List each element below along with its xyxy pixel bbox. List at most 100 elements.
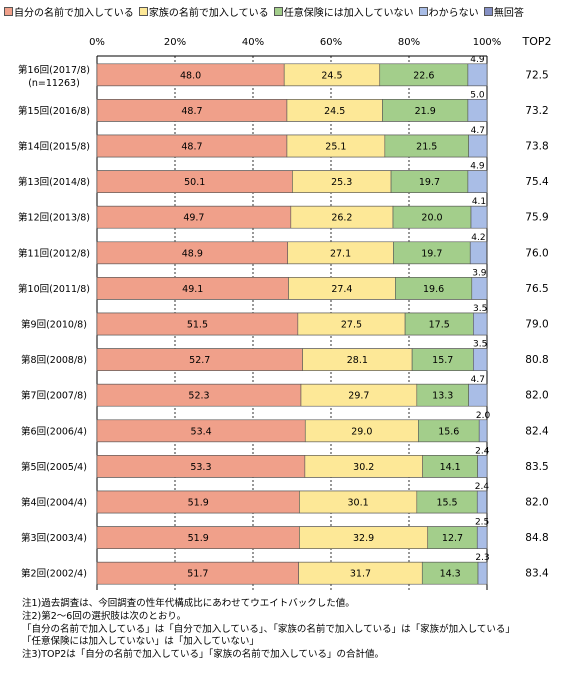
data-label: 15.6 bbox=[438, 426, 459, 437]
bar-segment bbox=[476, 490, 487, 514]
data-label-small: 2.4 bbox=[475, 446, 490, 456]
legend-swatch-family-name bbox=[138, 7, 148, 16]
x-tick-label: 20% bbox=[164, 37, 186, 48]
footnote: 注1)過去調査は、今回調査の性年代構成比にあわせてウエイトバックした値。 bbox=[22, 598, 355, 609]
data-label: 53.4 bbox=[191, 426, 212, 437]
category-label: 第12回(2013/8) bbox=[18, 212, 90, 224]
data-label: 25.1 bbox=[325, 142, 346, 153]
data-label: 22.6 bbox=[413, 70, 434, 81]
bar-segment bbox=[468, 134, 488, 158]
legend-swatch-no-answer bbox=[483, 7, 493, 16]
legend-item: 自分の名前で加入している bbox=[4, 6, 134, 22]
top2-value: 75.9 bbox=[525, 212, 548, 224]
data-label-small: 2.5 bbox=[475, 518, 489, 528]
data-label: 51.5 bbox=[187, 320, 208, 331]
bar-segment bbox=[476, 526, 488, 549]
data-label-small: 5.0 bbox=[470, 90, 485, 100]
category-sublabel: (n=11263) bbox=[28, 78, 80, 89]
bar-row: 第13回(2014/8) 50.1 25.3 19.7 4.9 75.4 bbox=[18, 162, 549, 193]
legend-label: 無回答 bbox=[493, 8, 524, 19]
x-tick-label: 0% bbox=[89, 37, 105, 48]
category-label: 第3回(2003/4) bbox=[21, 532, 87, 544]
bar-row: 第4回(2004/4) 51.9 30.1 15.5 2.4 82.0 bbox=[21, 482, 549, 514]
top2-value: 82.0 bbox=[525, 497, 548, 509]
bar-segment bbox=[467, 63, 488, 87]
category-label: 第7回(2007/8) bbox=[21, 390, 87, 402]
category-label: 第14回(2015/8) bbox=[18, 141, 90, 153]
data-label-small: 2.3 bbox=[475, 553, 489, 563]
data-label-small: 4.1 bbox=[472, 197, 486, 207]
data-label: 48.7 bbox=[181, 142, 202, 153]
category-label: 第10回(2011/8) bbox=[18, 283, 90, 295]
top2-value: 76.5 bbox=[525, 283, 548, 295]
top2-value: 82.0 bbox=[525, 390, 548, 402]
bar-segment bbox=[473, 348, 488, 371]
data-label-small: 3.5 bbox=[473, 304, 487, 314]
category-label: 第11回(2012/8) bbox=[18, 247, 90, 259]
data-label: 13.3 bbox=[432, 391, 453, 402]
bar-segment bbox=[467, 170, 488, 193]
x-tick-label: 60% bbox=[320, 37, 342, 48]
top2-value: 83.5 bbox=[525, 461, 548, 473]
data-label: 19.7 bbox=[419, 177, 440, 188]
data-label: 12.7 bbox=[442, 533, 463, 544]
bar-segment bbox=[470, 205, 488, 229]
data-label: 49.1 bbox=[182, 284, 203, 295]
data-label: 48.0 bbox=[180, 70, 201, 81]
top2-value: 79.0 bbox=[525, 319, 548, 331]
category-label: 第2回(2002/4) bbox=[21, 568, 87, 580]
data-label: 52.7 bbox=[189, 355, 210, 366]
legend-label: 任意保険には加入していない bbox=[283, 8, 414, 19]
top2-value: 73.8 bbox=[525, 141, 548, 153]
bar-row: 第16回(2017/8) (n=11263) 48.0 24.5 22.6 4.9 72.5 bbox=[18, 55, 549, 89]
data-label: 51.9 bbox=[188, 498, 209, 509]
data-label: 17.5 bbox=[429, 320, 450, 331]
bar-segment bbox=[477, 561, 488, 585]
bar-row: 第10回(2011/8) 49.1 27.4 19.6 3.9 76.5 bbox=[18, 268, 549, 300]
data-label: 27.4 bbox=[331, 284, 352, 295]
x-tick-label: 100% bbox=[473, 37, 502, 48]
bar-row: 第12回(2013/8) 49.7 26.2 20.0 4.1 75.9 bbox=[18, 197, 549, 229]
bar-segment bbox=[478, 419, 488, 443]
x-tick-labels: 0% 20% 40% 60% 80% 100% bbox=[89, 37, 501, 48]
legend-swatch-own-name bbox=[4, 7, 13, 16]
data-label-small: 4.7 bbox=[471, 126, 485, 136]
stacked-bar-chart: 0% 20% 40% 60% 80% 100% TOP2 第16回(2017/8) (n=1… bbox=[18, 35, 552, 590]
data-label: 25.3 bbox=[331, 177, 352, 188]
bar-segment bbox=[471, 277, 488, 300]
category-label: 第6回(2006/4) bbox=[21, 425, 87, 437]
bar-row: 第15回(2016/8) 48.7 24.5 21.9 5.0 73.2 bbox=[18, 90, 549, 122]
data-label: 51.7 bbox=[187, 569, 208, 580]
data-label: 48.7 bbox=[181, 106, 202, 117]
data-label: 53.3 bbox=[190, 462, 211, 473]
legend-swatch-unknown bbox=[418, 7, 428, 16]
legend-label: 家族の名前で加入している bbox=[148, 8, 269, 19]
data-label-small: 2.0 bbox=[476, 411, 491, 421]
legend-item: 家族の名前で加入している bbox=[138, 6, 269, 22]
top2-value: 75.4 bbox=[525, 176, 549, 188]
bar-row: 第5回(2005/4) 53.3 30.2 14.1 2.4 83.5 bbox=[21, 446, 549, 478]
data-label: 31.7 bbox=[350, 569, 371, 580]
data-label: 28.1 bbox=[347, 355, 368, 366]
data-label: 32.9 bbox=[353, 533, 374, 544]
legend-label: 自分の名前で加入している bbox=[14, 8, 134, 19]
data-label: 27.1 bbox=[330, 248, 351, 259]
top2-value: 72.5 bbox=[525, 69, 548, 81]
data-label-small: 4.9 bbox=[470, 162, 485, 172]
data-label: 14.3 bbox=[440, 569, 461, 580]
legend-swatch-not-insured bbox=[273, 7, 283, 16]
legend-item: 任意保険には加入していない bbox=[273, 6, 414, 22]
bar-segment bbox=[469, 241, 487, 265]
category-label: 第5回(2005/4) bbox=[21, 461, 87, 473]
footnote: 「任意保険には加入していない」は「加入していない」 bbox=[22, 636, 259, 648]
data-label: 26.2 bbox=[331, 213, 352, 224]
top2-header: TOP2 bbox=[521, 35, 551, 48]
data-label: 14.1 bbox=[440, 462, 461, 473]
data-label-small: 3.5 bbox=[473, 340, 487, 350]
top2-value: 82.4 bbox=[525, 425, 549, 437]
category-label: 第4回(2004/4) bbox=[21, 497, 87, 509]
data-label-small: 3.9 bbox=[472, 268, 487, 278]
data-label: 15.7 bbox=[432, 355, 453, 366]
legend-item: 無回答 bbox=[483, 6, 524, 22]
data-label: 30.2 bbox=[353, 462, 374, 473]
